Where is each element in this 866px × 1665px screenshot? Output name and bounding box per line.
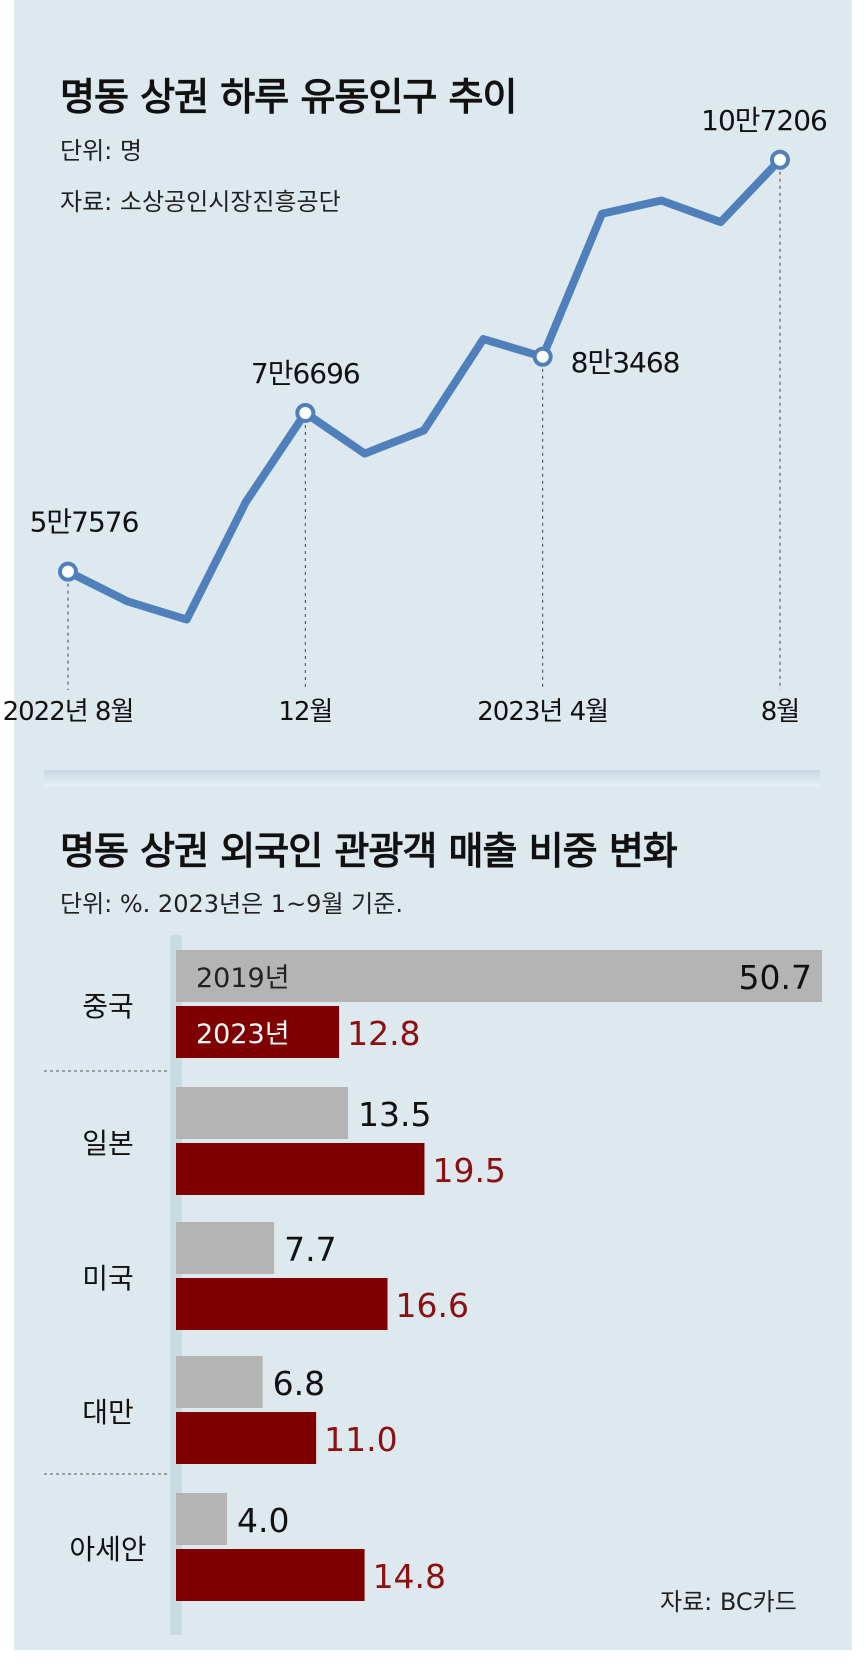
series-name-2019: 2019년 <box>196 963 290 994</box>
value-label-2023: 12.8 <box>347 1014 420 1053</box>
x-tick-label: 2023년 4월 <box>477 697 608 727</box>
bar-2023 <box>176 1006 340 1058</box>
value-label-2023: 19.5 <box>432 1151 505 1190</box>
bar-2019 <box>176 1087 349 1139</box>
bar-2023 <box>176 1143 425 1195</box>
bar-2023 <box>176 1412 317 1464</box>
value-label-2019: 50.7 <box>739 958 812 997</box>
series-name-2023: 2023년 <box>196 1019 290 1050</box>
category-label: 아세안 <box>69 1533 146 1566</box>
bar-chart-unit: 단위: %. 2023년은 1~9월 기준. <box>60 890 403 918</box>
bar-2019 <box>176 1356 263 1408</box>
bar-2019 <box>176 950 822 1002</box>
population-line-chart: 5만7576 7만6696 8만3468 10만7206 2022년 8월 12월 2023… <box>3 104 828 727</box>
line-chart-unit: 단위: 명 <box>60 137 142 165</box>
background-panel <box>14 0 852 1650</box>
bar-chart-source: 자료: BC카드 <box>660 1588 797 1616</box>
line-chart-title: 명동 상권 하루 유동인구 추이 <box>60 75 517 119</box>
value-label-2019: 4.0 <box>237 1501 289 1540</box>
value-label-2023: 16.6 <box>396 1286 469 1325</box>
population-series-line <box>64 155 784 624</box>
x-tick-label: 12월 <box>278 697 332 727</box>
data-label: 10만7206 <box>701 104 827 137</box>
data-label: 5만7576 <box>30 506 139 539</box>
bar-2023 <box>176 1549 365 1601</box>
value-label-2023: 14.8 <box>373 1557 446 1596</box>
category-label: 일본 <box>82 1127 134 1160</box>
value-label-2023: 11.0 <box>324 1420 397 1459</box>
data-label: 7만6696 <box>251 357 360 390</box>
category-label: 중국 <box>82 990 134 1023</box>
line-chart-source: 자료: 소상공인시장진흥공단 <box>60 188 341 216</box>
data-point-marker <box>58 561 78 582</box>
bar-2019 <box>176 1493 227 1545</box>
value-label-2019: 7.7 <box>284 1230 336 1269</box>
bar-2023 <box>176 1278 388 1330</box>
x-tick-label: 2022년 8월 <box>3 697 134 727</box>
value-label-2019: 13.5 <box>358 1095 431 1134</box>
bar-2019 <box>176 1222 275 1274</box>
bar-chart-title: 명동 상권 외국인 관광객 매출 비중 변화 <box>60 829 678 873</box>
x-tick-label: 8월 <box>761 697 799 727</box>
data-point-marker <box>532 346 553 367</box>
category-label: 미국 <box>82 1262 134 1295</box>
data-point-marker <box>295 402 316 423</box>
section-divider <box>44 770 820 786</box>
data-label: 8만3468 <box>571 346 680 379</box>
data-point-marker <box>770 149 790 170</box>
category-label: 대만 <box>82 1396 134 1429</box>
value-label-2019: 6.8 <box>273 1364 325 1403</box>
